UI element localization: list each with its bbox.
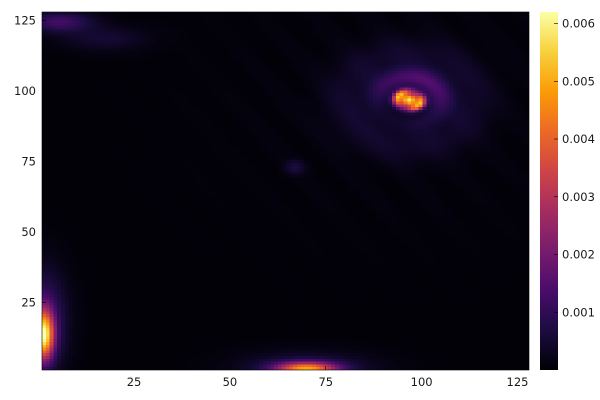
colorbar-tick-label: 0.003	[562, 190, 595, 204]
heatmap-image	[42, 12, 529, 370]
x-tick-label: 50	[223, 375, 238, 389]
colorbar-tick-label: 0.006	[562, 17, 595, 31]
plot-frame	[41, 11, 530, 371]
x-axis: 25 50 75 100 125	[127, 366, 529, 389]
x-tick-label: 100	[411, 375, 433, 389]
y-tick-label: 125	[14, 13, 36, 27]
colorbar-tick-label: 0.005	[562, 74, 595, 88]
x-tick-label: 125	[507, 375, 529, 389]
y-tick-label: 50	[21, 225, 36, 239]
colorbar-tick-label: 0.004	[562, 132, 595, 146]
y-tick-label: 75	[21, 154, 36, 168]
colorbar-gradient	[540, 12, 558, 370]
heatmap-plot-area	[41, 11, 530, 371]
x-tick-label: 75	[318, 375, 333, 389]
y-tick-label: 100	[14, 84, 36, 98]
colorbar: 0.001 0.002 0.003 0.004 0.005 0.006	[540, 12, 595, 370]
colorbar-tick-label: 0.002	[562, 248, 595, 262]
y-tick-label: 25	[21, 295, 36, 309]
x-tick-label: 25	[127, 375, 142, 389]
y-axis: 25 50 75 100 125	[14, 13, 46, 309]
colorbar-tick-label: 0.001	[562, 305, 595, 319]
